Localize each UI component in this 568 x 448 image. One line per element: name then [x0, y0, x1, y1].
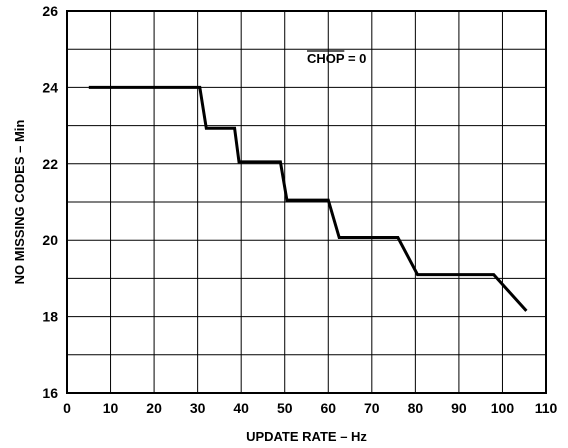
chop-label: CHOP	[307, 51, 345, 66]
plot-frame	[66, 10, 547, 394]
series-line	[88, 85, 528, 312]
x-tick-label: 80	[408, 400, 424, 416]
x-tick-label: 100	[491, 400, 515, 416]
x-tick-label: 50	[277, 400, 293, 416]
series-layer	[88, 85, 528, 312]
x-axis-label: UPDATE RATE – Hz	[246, 429, 367, 444]
y-axis-label: NO MISSING CODES – Min	[12, 120, 27, 285]
y-tick-labels: 16 18 20 22 24 26	[42, 3, 58, 401]
x-tick-label: 0	[63, 400, 71, 416]
y-tick-label: 22	[42, 156, 58, 172]
y-tick-label: 20	[42, 232, 58, 248]
y-tick-label: 24	[42, 79, 58, 95]
x-tick-label: 10	[103, 400, 119, 416]
y-tick-label: 26	[42, 3, 58, 19]
y-tick-label: 18	[42, 309, 58, 325]
x-tick-label: 40	[233, 400, 249, 416]
x-tick-label: 60	[320, 400, 336, 416]
x-tick-label: 110	[535, 400, 558, 416]
x-tick-label: 70	[364, 400, 380, 416]
chop-value: = 0	[344, 51, 366, 66]
x-tick-label: 20	[146, 400, 162, 416]
x-tick-label: 90	[451, 400, 467, 416]
y-tick-label: 16	[42, 385, 58, 401]
x-tick-labels: 0 10 20 30 40 50 60 70 80 90 100 110	[63, 400, 557, 416]
x-tick-label: 30	[190, 400, 206, 416]
chop-annotation: CHOP = 0	[307, 50, 366, 66]
grid	[67, 11, 546, 393]
chop-annotation-text: CHOP = 0	[307, 51, 366, 66]
